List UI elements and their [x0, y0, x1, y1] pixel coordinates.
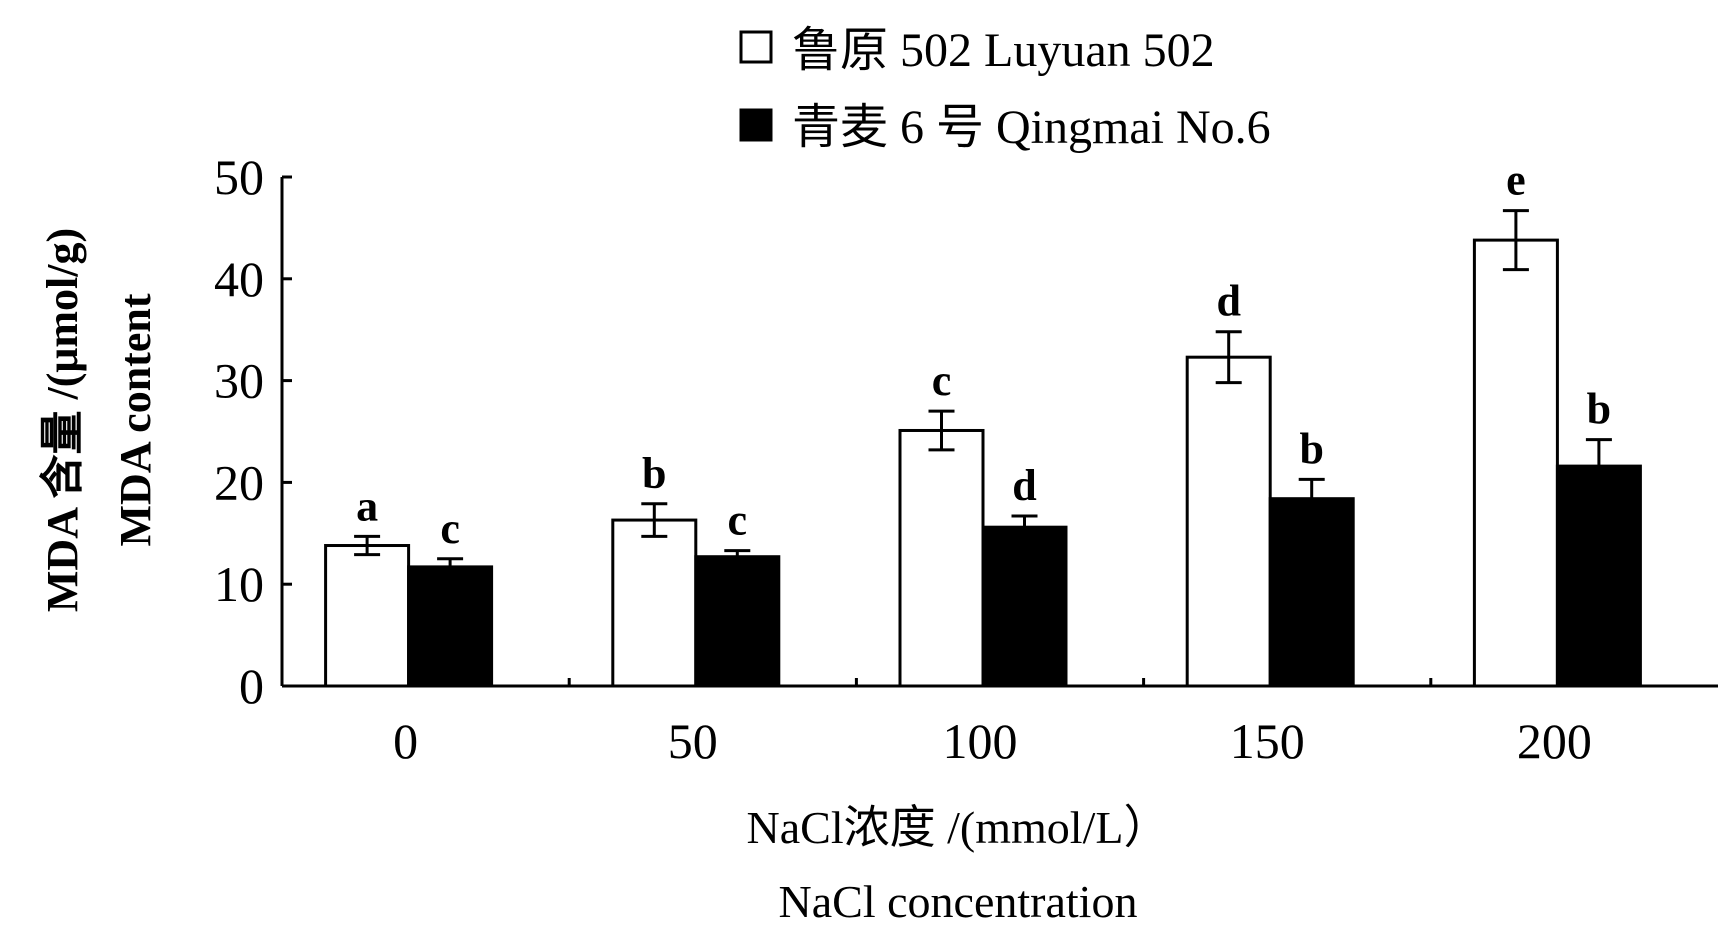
- bar-series-0-200: [1472, 238, 1559, 688]
- bar-series-0-100: [898, 428, 985, 688]
- significance-letter: e: [1506, 156, 1526, 205]
- y-axis-label-line2: MDA content: [111, 293, 160, 546]
- y-tick-label: 20: [214, 454, 264, 510]
- y-tick-label: 0: [239, 658, 264, 714]
- legend: 鲁原 502 Luyuan 502 青麦 6 号 Qingmai No.6: [739, 24, 1271, 154]
- x-tick-label: 150: [1230, 713, 1305, 769]
- significance-letter: b: [642, 449, 666, 498]
- y-tick-label: 10: [214, 556, 264, 612]
- legend-swatch-luyuan: [739, 30, 773, 64]
- y-axis-title: MDA 含量 /(μmol/g) MDA content: [38, 228, 160, 612]
- bar-series-1-150: [1268, 497, 1355, 688]
- legend-label-luyuan: 鲁原 502 Luyuan 502: [792, 24, 1215, 77]
- bar-series-1-200: [1555, 464, 1642, 688]
- bar-series-1-0: [407, 565, 494, 688]
- bar-series-1-50: [694, 555, 781, 688]
- y-axis-label-line1: MDA 含量 /(μmol/g): [38, 228, 87, 612]
- y-tick-label: 40: [214, 251, 264, 307]
- x-axis-label-line1: NaCl浓度 /(mmol/L）: [747, 802, 1170, 853]
- legend-label-qingmai: 青麦 6 号 Qingmai No.6: [792, 101, 1271, 154]
- significance-letter: b: [1587, 385, 1611, 434]
- significance-letter: d: [1012, 461, 1036, 510]
- x-tick-label: 0: [393, 713, 418, 769]
- x-tick-label: 200: [1517, 713, 1592, 769]
- x-axis-label-line2: NaCl concentration: [779, 876, 1138, 927]
- x-tick-label: 100: [943, 713, 1018, 769]
- y-tick-label: 50: [214, 149, 264, 205]
- significance-letter: d: [1216, 277, 1240, 326]
- bars: a c b c c d d b e b: [324, 156, 1642, 688]
- x-tick-label: 50: [668, 713, 718, 769]
- significance-letter: b: [1299, 424, 1323, 473]
- x-axis-title: NaCl浓度 /(mmol/L） NaCl concentration: [747, 802, 1170, 927]
- bar-series-1-100: [981, 525, 1068, 688]
- significance-letter: c: [728, 496, 748, 545]
- bar-series-0-150: [1185, 355, 1272, 688]
- significance-letter: c: [932, 356, 952, 405]
- y-tick-label: 30: [214, 353, 264, 409]
- bar-series-0-0: [324, 544, 411, 688]
- significance-letter: a: [356, 481, 378, 530]
- legend-swatch-qingmai: [739, 108, 773, 142]
- significance-letter: c: [440, 504, 460, 553]
- bar-series-0-50: [611, 518, 698, 688]
- x-ticks: 0 50 100 150 200: [393, 678, 1592, 769]
- y-ticks: 0 10 20 30 40 50: [214, 149, 292, 714]
